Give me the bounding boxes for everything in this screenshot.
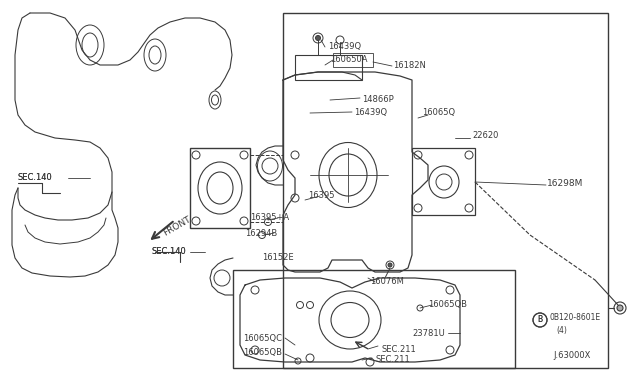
- Text: 16298M: 16298M: [547, 179, 584, 187]
- Text: 16065Q: 16065Q: [422, 109, 455, 118]
- Text: 0B120-8601E: 0B120-8601E: [549, 314, 600, 323]
- Text: 22620: 22620: [472, 131, 499, 141]
- Text: 16439Q: 16439Q: [328, 42, 361, 51]
- Text: B: B: [537, 315, 542, 324]
- Circle shape: [617, 305, 623, 311]
- Circle shape: [388, 263, 392, 267]
- Text: 16065QB: 16065QB: [428, 301, 467, 310]
- Text: 16065QC: 16065QC: [243, 334, 282, 343]
- Bar: [190, 148, 250, 228]
- Bar: [295, 55, 362, 80]
- Text: 16065QB: 16065QB: [243, 347, 282, 356]
- Text: (4): (4): [556, 326, 567, 334]
- Text: 16294B: 16294B: [245, 228, 277, 237]
- Text: SEC.140: SEC.140: [152, 247, 187, 256]
- Text: B: B: [537, 315, 542, 324]
- Text: 16076M: 16076M: [370, 278, 404, 286]
- Bar: [333, 53, 373, 67]
- Text: SEC.211: SEC.211: [375, 356, 410, 365]
- Text: 14866P: 14866P: [362, 94, 394, 103]
- Text: 16395: 16395: [308, 192, 335, 201]
- Text: 160650A: 160650A: [330, 55, 367, 64]
- Text: SEC.140: SEC.140: [18, 173, 52, 183]
- Text: 16395+A: 16395+A: [250, 214, 289, 222]
- Text: 16182N: 16182N: [393, 61, 426, 71]
- Text: SEC.211: SEC.211: [382, 344, 417, 353]
- Text: SEC.140: SEC.140: [18, 173, 52, 183]
- Text: 16439Q: 16439Q: [354, 108, 387, 116]
- Text: 23781U: 23781U: [412, 328, 445, 337]
- Bar: [283, 13, 608, 368]
- Text: J.63000X: J.63000X: [553, 352, 590, 360]
- Bar: [233, 270, 515, 368]
- Text: 16152E: 16152E: [262, 253, 294, 262]
- Text: SEC.140: SEC.140: [152, 247, 187, 256]
- Text: FRONT: FRONT: [162, 215, 193, 238]
- Circle shape: [316, 35, 321, 41]
- Bar: [412, 148, 475, 215]
